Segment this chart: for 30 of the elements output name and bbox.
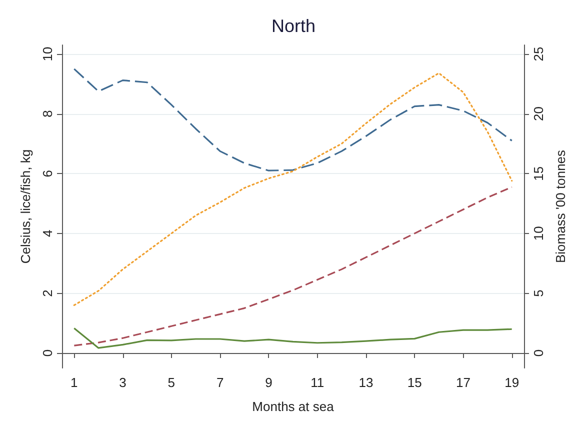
y2-tick-label: 15: [531, 166, 546, 181]
x-tick-label: 15: [407, 375, 422, 390]
x-tick-label: 3: [119, 375, 126, 390]
y-tick-label: 10: [40, 46, 55, 62]
y2-tick-label: 5: [531, 290, 546, 297]
y-axis-title: Celsius, lice/fish, kg: [18, 149, 33, 264]
y-tick-label: 6: [40, 170, 55, 178]
line-series: [73, 72, 513, 306]
x-tick-label: 7: [216, 375, 224, 390]
y2-axis-title: Biomass '00 tonnes: [553, 149, 568, 264]
x-tick-label: 5: [168, 375, 176, 390]
x-axis-title: Months at sea: [252, 399, 335, 414]
x-tick-label: 13: [358, 375, 374, 390]
x-tick-label: 1: [70, 375, 78, 390]
line-series: [73, 186, 513, 346]
x-tick-label: 9: [265, 375, 272, 390]
y2-tick-label: 0: [531, 349, 546, 357]
y2-tick-label: 10: [531, 226, 546, 241]
chart-title: North: [271, 16, 316, 36]
x-tick-label: 19: [504, 375, 520, 390]
x-tick-label: 11: [310, 375, 324, 390]
y2-tick-label: 20: [531, 106, 546, 122]
y-tick-label: 2: [40, 290, 55, 297]
line-series: [73, 68, 513, 172]
y2-tick-label: 25: [531, 46, 546, 62]
y-tick-label: 8: [40, 110, 55, 118]
y-tick-label: 0: [40, 349, 55, 357]
x-tick-label: 17: [456, 375, 470, 390]
y-tick-label: 4: [40, 230, 55, 238]
line-series: [73, 327, 513, 349]
